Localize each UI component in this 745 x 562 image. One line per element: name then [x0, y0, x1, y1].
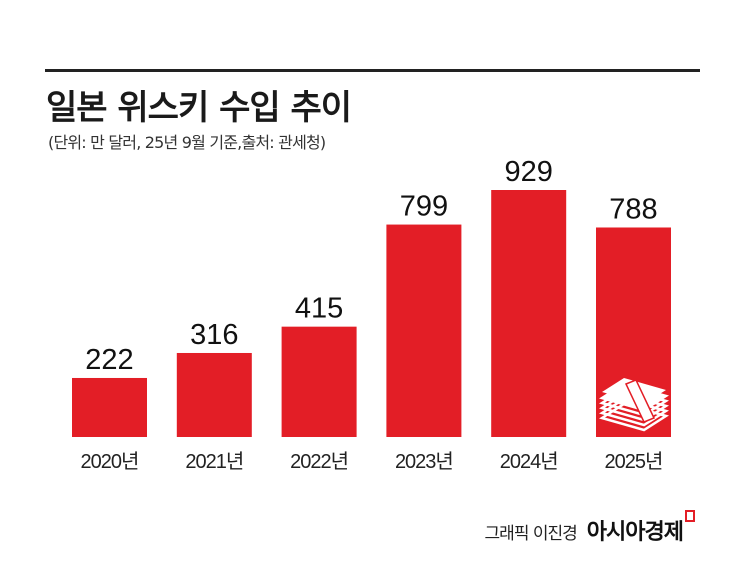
brand-logo: 아시아경제 — [587, 510, 695, 546]
data-label: 929 — [505, 156, 553, 188]
chart-title: 일본 위스키 수입 추이 — [46, 88, 352, 128]
x-tick-label: 2021년 — [185, 450, 243, 473]
bar-2023년 — [386, 224, 462, 437]
money-stack-icon — [598, 378, 670, 432]
x-tick-label: 2024년 — [500, 450, 558, 473]
data-label: 799 — [400, 191, 448, 223]
x-tick-label: 2020년 — [81, 450, 139, 473]
bar-2024년 — [491, 190, 567, 437]
chart-subtitle: (단위: 만 달러, 25년 9월 기준,출처: 관세청) — [48, 133, 326, 152]
bar-2021년 — [176, 352, 252, 437]
x-tick-label: 2022년 — [290, 450, 348, 473]
top-rule — [45, 69, 700, 72]
data-label: 788 — [609, 193, 657, 225]
data-label: 316 — [190, 319, 238, 351]
x-tick-label: 2025년 — [605, 450, 663, 473]
bar-2022년 — [281, 326, 357, 437]
graphic-credit: 그래픽 이진경 — [484, 524, 578, 544]
data-label: 222 — [85, 344, 133, 376]
footer: 그래픽 이진경 아시아경제 — [484, 510, 695, 546]
brand-mark-icon — [685, 510, 695, 522]
bar-2020년 — [72, 377, 147, 437]
x-tick-label: 2023년 — [395, 450, 453, 473]
data-label: 415 — [295, 293, 343, 325]
